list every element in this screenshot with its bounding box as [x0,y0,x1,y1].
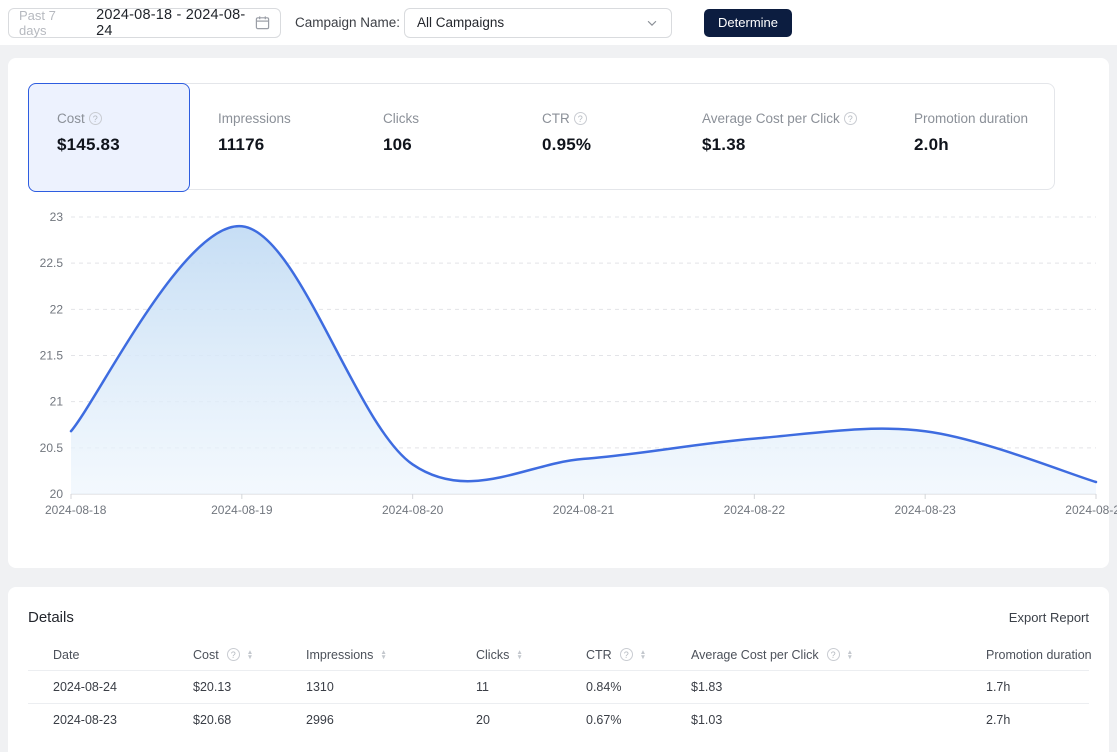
table-cell: 2.7h [986,712,1011,727]
campaign-select-value: All Campaigns [417,15,505,30]
stat-card-label: Average Cost per Click? [702,111,886,126]
column-header-label: Cost [193,647,219,662]
help-icon[interactable]: ? [826,648,840,662]
details-title: Details [28,609,74,626]
stat-card-clicks[interactable]: Clicks 106 [355,84,514,189]
chart-area-fill [71,226,1096,494]
determine-button[interactable]: Determine [704,8,793,37]
help-icon[interactable]: ? [619,648,633,662]
table-cell: $20.68 [193,712,232,727]
top-toolbar: Past 7 days 2024-08-18 - 2024-08-24 Camp… [0,0,1117,45]
y-axis-tick-label: 22 [50,302,64,316]
table-cell: 20 [476,712,490,727]
help-icon[interactable]: ? [226,648,240,662]
cost-trend-chart[interactable]: 20 20.5 21 21.5 22 22.5 23 2024-08-18 2024-08-19… [28,205,1117,515]
stat-card-value: 0.95% [542,135,592,154]
x-axis-tick-label: 2024-08-23 [894,503,956,515]
date-range-value: 2024-08-18 - 2024-08-24 [96,6,246,39]
table-cell: 2996 [306,712,334,727]
stat-card-value: $1.38 [702,135,746,154]
table-row: 2024-08-23 $20.68 2996 20 0.67% $1.03 2.7h [28,703,1089,736]
chart-line-series [69,224,1098,484]
x-axis-tick-label: 2024-08-19 [211,503,273,515]
calendar-icon [255,15,270,30]
table-cell: 2024-08-23 [53,712,117,727]
x-axis-tick-label: 2024-08-22 [724,503,786,515]
sort-icon[interactable]: ▲ ▼ [639,648,647,661]
table-cell: 0.84% [586,679,622,694]
x-axis-tick-label: 2024-08-20 [382,503,444,515]
table-cell: 0.67% [586,712,622,727]
column-header-label: Date [53,647,80,662]
stat-card-impressions[interactable]: Impressions 11176 [190,84,355,189]
x-axis-tick-label: 2024-08-21 [553,503,615,515]
date-range-preset-label: Past 7 days [19,7,56,38]
stat-card-ctr[interactable]: CTR? 0.95% [514,84,674,189]
table-cell: 2024-08-24 [53,679,117,694]
date-range-picker[interactable]: Past 7 days 2024-08-18 - 2024-08-24 [8,6,281,39]
y-axis-tick-label: 20.5 [40,441,64,455]
stat-card-promotion-duration[interactable]: Promotion duration 2.0h [886,84,1054,189]
stat-card-label: Cost? [57,111,189,126]
table-cell: $1.83 [691,679,723,694]
details-table: Date Cost? ▲ ▼ Impressions ▲ ▼ Clicks ▲ ▼ CTR? ▲ ▼ Av… [28,640,1092,736]
campaign-name-label: Campaign Name: [295,15,401,30]
export-report-button[interactable]: Export Report [1008,610,1089,625]
column-header-label: Clicks [476,647,510,662]
chevron-down-icon [645,16,659,30]
help-icon[interactable]: ? [573,112,587,125]
column-header-ctr[interactable]: CTR? ▲ ▼ [561,640,666,670]
x-axis-tick-label: 2024-08-24 [1065,503,1117,515]
sort-icon[interactable]: ▲ ▼ [516,648,523,661]
stat-card-label: Clicks [383,111,419,126]
y-axis-tick-label: 21.5 [40,349,64,363]
column-header-cost[interactable]: Cost? ▲ ▼ [168,640,281,670]
stat-card-value: 106 [383,135,412,154]
x-axis-tick-label: 2024-08-18 [45,503,107,515]
column-header-clicks[interactable]: Clicks ▲ ▼ [451,640,561,670]
table-cell: 1.7h [986,679,1011,694]
column-header-average-cost-per-click[interactable]: Average Cost per Click? ▲ ▼ [666,640,961,670]
help-icon[interactable]: ? [88,112,102,125]
stat-card-label: Promotion duration [914,111,1029,126]
column-header-label: Promotion duration [986,647,1092,662]
table-row: 2024-08-24 $20.13 1310 11 0.84% $1.83 1.7h [28,670,1089,703]
stat-card-average-cost-per-click[interactable]: Average Cost per Click? $1.38 [674,84,886,189]
table-cell: $1.03 [691,712,723,727]
stat-card-value: $145.83 [57,135,120,154]
table-cell: 11 [476,679,489,694]
column-header-label: Impressions [306,647,374,662]
stat-card-label: Impressions [218,111,291,126]
sort-icon[interactable]: ▲ ▼ [846,648,854,661]
table-cell: 1310 [306,679,334,694]
column-header-label: Average Cost per Click [691,647,819,662]
sort-icon[interactable]: ▲ ▼ [380,648,387,661]
stat-card-cost[interactable]: Cost? $145.83 [28,83,190,192]
y-axis-tick-label: 23 [50,210,64,224]
column-header-label: CTR [586,647,612,662]
stat-card-value: 11176 [218,135,265,154]
help-icon[interactable]: ? [843,112,857,125]
stat-card-label: CTR? [542,111,674,126]
column-header-promotion-duration: Promotion duration [961,640,1092,670]
column-header-impressions[interactable]: Impressions ▲ ▼ [281,640,451,670]
details-panel: Details Export Report Date Cost? ▲ ▼ Impress… [8,587,1109,752]
chart-canvas[interactable]: 20 20.5 21 21.5 22 22.5 23 2024-08-18 2024-08-19… [8,205,1117,515]
stat-card-value: 2.0h [914,135,949,154]
sort-icon[interactable]: ▲ ▼ [246,648,254,661]
stat-cards: Cost? $145.83 Impressions 11176 Clicks 106 CTR… [28,83,1055,192]
chart-panel: Cost? $145.83 Impressions 11176 Clicks 106 CTR… [8,58,1117,568]
y-axis-tick-label: 20 [50,487,64,501]
y-axis-tick-label: 21 [50,395,64,409]
campaign-select[interactable]: All Campaigns [404,7,673,38]
column-header-date: Date [28,640,168,670]
y-axis-tick-label: 22.5 [40,256,64,270]
table-cell: $20.13 [193,679,232,694]
